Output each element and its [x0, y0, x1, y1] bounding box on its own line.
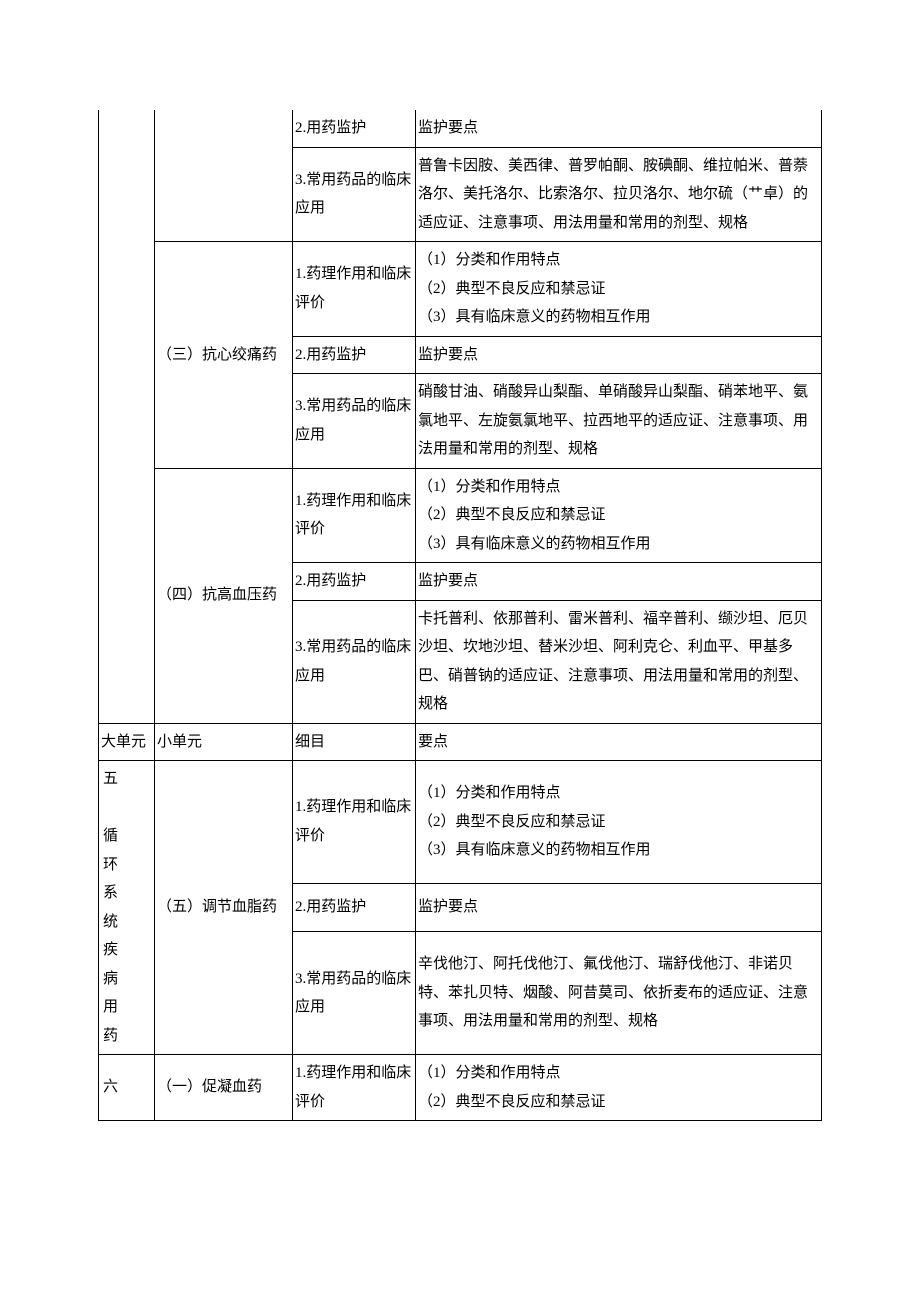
cell-c4: 监护要点 [416, 563, 822, 601]
cell-c3: 1.药理作用和临床评价 [293, 761, 416, 884]
cell-c2: （四）抗高血压药 [155, 468, 293, 723]
cell-c4: （1）分类和作用特点（2）典型不良反应和禁忌证（3）具有临床意义的药物相互作用 [416, 761, 822, 884]
cell-c2: （一）促凝血药 [155, 1055, 293, 1121]
header-c3: 细目 [293, 723, 416, 761]
header-c1: 大单元 [99, 723, 155, 761]
syllabus-table: 2.用药监护 监护要点 3.常用药品的临床应用 普鲁卡因胺、美西律、普罗帕酮、胺… [98, 110, 822, 1121]
cell-c4: 普鲁卡因胺、美西律、普罗帕酮、胺碘酮、维拉帕米、普萘洛尔、美托洛尔、比索洛尔、拉… [416, 147, 822, 242]
cell-c4: （1）分类和作用特点（2）典型不良反应和禁忌证（3）具有临床意义的药物相互作用 [416, 242, 822, 337]
header-c4: 要点 [416, 723, 822, 761]
cell-c3: 3.常用药品的临床应用 [293, 374, 416, 469]
cell-c3: 1.药理作用和临床评价 [293, 1055, 416, 1121]
cell-c4: （1）分类和作用特点（2）典型不良反应和禁忌证（3）具有临床意义的药物相互作用 [416, 468, 822, 563]
cell-c4: （1）分类和作用特点（2）典型不良反应和禁忌证 [416, 1055, 822, 1121]
cell-c4: 辛伐他汀、阿托伐他汀、氟伐他汀、瑞舒伐他汀、非诺贝特、苯扎贝特、烟酸、阿昔莫司、… [416, 932, 822, 1055]
cell-c4: 监护要点 [416, 883, 822, 932]
header-c2: 小单元 [155, 723, 293, 761]
cell-c3: 2.用药监护 [293, 336, 416, 374]
cell-c4: 监护要点 [416, 110, 822, 147]
cell-c1-cont [99, 110, 155, 723]
cell-c3: 2.用药监护 [293, 883, 416, 932]
cell-c2: （五）调节血脂药 [155, 761, 293, 1055]
cell-c3: 3.常用药品的临床应用 [293, 600, 416, 723]
cell-c3: 3.常用药品的临床应用 [293, 932, 416, 1055]
cell-c3: 2.用药监护 [293, 563, 416, 601]
cell-c3: 2.用药监护 [293, 110, 416, 147]
cell-c2: （三）抗心绞痛药 [155, 242, 293, 469]
cell-c3: 1.药理作用和临床评价 [293, 468, 416, 563]
cell-c1: 五循环系统疾病用药 [99, 761, 155, 1055]
cell-c3: 3.常用药品的临床应用 [293, 147, 416, 242]
cell-c2-cont [155, 110, 293, 242]
cell-c3: 1.药理作用和临床评价 [293, 242, 416, 337]
cell-c1: 六 [99, 1055, 155, 1121]
cell-c4: 监护要点 [416, 336, 822, 374]
cell-c4: 硝酸甘油、硝酸异山梨酯、单硝酸异山梨酯、硝苯地平、氨氯地平、左旋氨氯地平、拉西地… [416, 374, 822, 469]
cell-c4: 卡托普利、依那普利、雷米普利、福辛普利、缬沙坦、厄贝沙坦、坎地沙坦、替米沙坦、阿… [416, 600, 822, 723]
document-page: 2.用药监护 监护要点 3.常用药品的临床应用 普鲁卡因胺、美西律、普罗帕酮、胺… [0, 0, 920, 1302]
